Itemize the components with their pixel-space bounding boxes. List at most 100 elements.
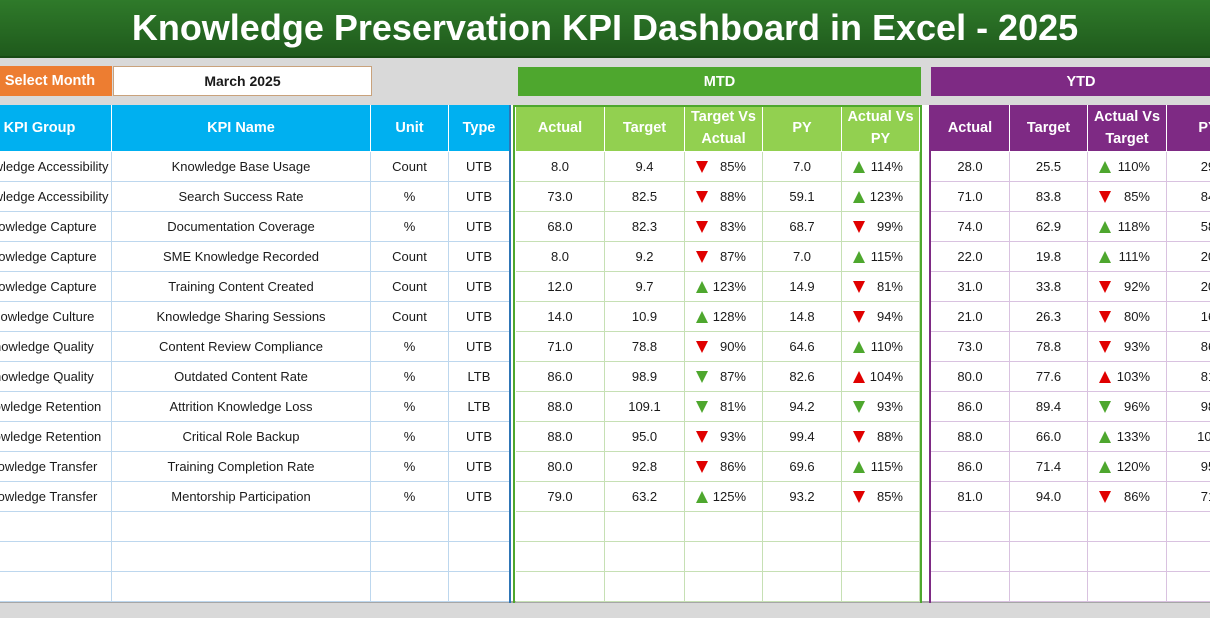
cell: UTB [449,152,510,182]
cell: 88.0 [516,392,605,422]
arrow-up [853,190,865,203]
indicator-value: 120% [1116,459,1150,474]
arrow-down [1099,340,1111,353]
cell: % [371,362,449,392]
cell: Mentorship Participation [112,482,371,512]
arrow-shape [1099,250,1111,263]
arrow-up [1099,430,1111,443]
indicator-value: 92% [1123,279,1150,294]
arrow-shape [853,280,865,293]
cell: Knowledge Base Usage [112,152,371,182]
indicator-value: 133% [1116,429,1150,444]
empty-cell [1167,572,1210,602]
arrow-up [853,160,865,173]
indicator-cell: 96% [1088,392,1167,422]
indicator-value: 87% [719,249,746,264]
indicator-value: 125% [712,489,746,504]
arrow-down [696,370,708,383]
cell: % [371,422,449,452]
cell: 26.3 [1010,302,1088,332]
column-header: KPI Group [0,105,112,151]
empty-cell [685,542,763,572]
indicator-cell: 115% [842,452,920,482]
empty-cell [371,572,449,602]
indicator-value: 114% [870,159,903,174]
arrow-shape [696,340,708,353]
indicator-cell: 99% [842,212,920,242]
empty-cell [0,542,112,572]
arrow-shape [1099,280,1111,293]
cell: 94.2 [763,392,842,422]
indicator-cell: 88% [685,182,763,212]
indicator-cell: 115% [842,242,920,272]
indicator-cell: 87% [685,362,763,392]
empty-cell [516,542,605,572]
cell: Knowledge Quality [0,362,112,392]
empty-cell [1167,512,1210,542]
cell: 7.0 [763,242,842,272]
indicator-value: 88% [876,429,903,444]
cell: 86.0 [931,452,1010,482]
cell: 16 [1167,302,1210,332]
cell: 98.9 [605,362,685,392]
mtd-banner: MTD [518,67,921,96]
arrow-shape [696,490,708,503]
cell: 99.4 [763,422,842,452]
cell: Count [371,152,449,182]
indicator-cell: 90% [685,332,763,362]
cell: Knowledge Capture [0,242,112,272]
cell: % [371,452,449,482]
indicator-value: 110% [1117,159,1150,174]
cell: UTB [449,422,510,452]
cell: 71.0 [931,182,1010,212]
empty-cell [1167,542,1210,572]
cell: Search Success Rate [112,182,371,212]
empty-cell [0,512,112,542]
cell: 78.8 [605,332,685,362]
empty-cell [371,512,449,542]
cell: 74.0 [931,212,1010,242]
indicator-value: 118% [1117,219,1150,234]
indicator-cell: 110% [1088,152,1167,182]
column-header: KPI Name [112,105,371,151]
empty-cell [516,512,605,542]
column-header: Actual [931,105,1010,151]
cell: 86 [1167,332,1210,362]
indicator-cell: 123% [685,272,763,302]
arrow-shape [696,310,708,323]
arrow-up [696,490,708,503]
arrow-shape [853,250,865,263]
column-header: Target [1010,105,1088,151]
cell: 83.8 [1010,182,1088,212]
cell: 78.8 [1010,332,1088,362]
arrow-down [853,220,865,233]
indicator-value: 115% [870,459,903,474]
empty-cell [371,542,449,572]
indicator-value: 111% [1118,249,1150,264]
empty-cell [0,572,112,602]
month-selector[interactable]: March 2025 [113,66,372,96]
cell: UTB [449,272,510,302]
column-header: Actual [516,105,605,151]
cell: 19.8 [1010,242,1088,272]
indicator-value: 115% [870,249,903,264]
indicator-cell: 133% [1088,422,1167,452]
cell: 71.4 [1010,452,1088,482]
arrow-shape [696,190,708,203]
column-header: Actual Vs Target [1088,105,1167,151]
cell: 73.0 [931,332,1010,362]
arrow-up [1099,160,1111,173]
empty-cell [449,542,510,572]
empty-cell [1088,572,1167,602]
indicator-value: 88% [719,189,746,204]
cell: Content Review Compliance [112,332,371,362]
arrow-up [853,370,865,383]
cell: 88.0 [931,422,1010,452]
empty-cell [112,542,371,572]
cell: 9.7 [605,272,685,302]
indicator-cell: 85% [1088,182,1167,212]
column-header: Target Vs Actual [685,105,763,151]
cell: Knowledge Retention [0,392,112,422]
indicator-cell: 80% [1088,302,1167,332]
cell: 9.4 [605,152,685,182]
